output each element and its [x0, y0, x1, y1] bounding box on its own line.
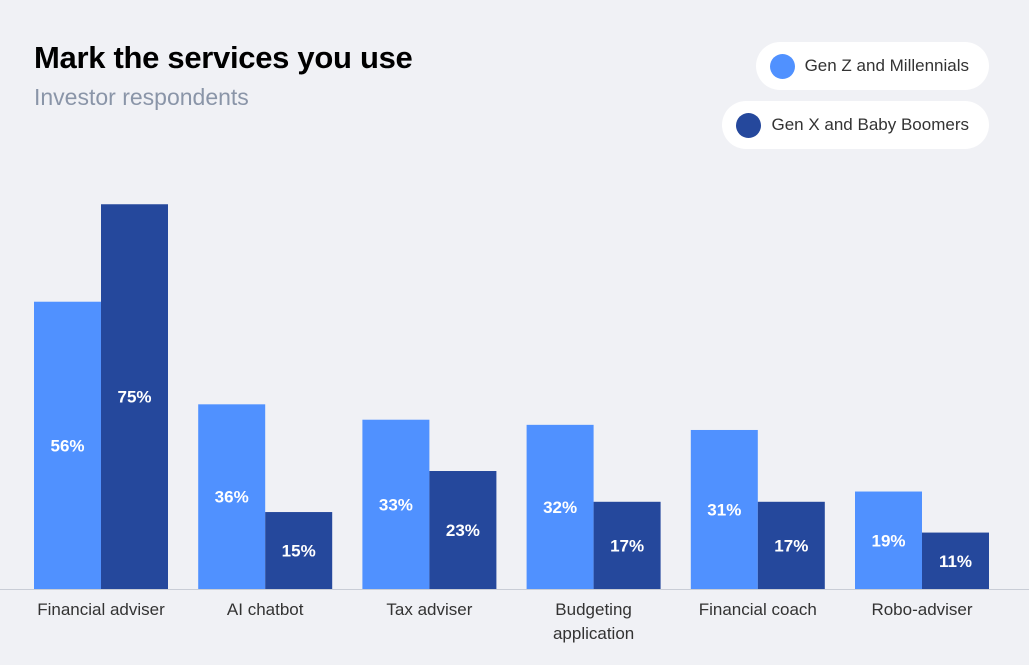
legend-swatch-gen-x-baby-boomers: [736, 112, 762, 138]
bar-label-tax-adviser-gen-x-baby-boomers: 23%: [446, 521, 480, 540]
bar-tax-adviser-gen-z-millennials: [362, 419, 430, 589]
category-label-financial-coach: Financial coach: [699, 600, 817, 619]
bar-robo-adviser-gen-x-baby-boomers: [922, 532, 989, 589]
bar-financial-coach-gen-z-millennials: [690, 429, 758, 589]
bar-financial-adviser-gen-x-baby-boomers: [101, 204, 168, 589]
bar-budgeting-application-gen-x-baby-boomers: [593, 501, 661, 589]
bar-label-ai-chatbot-gen-x-baby-boomers: 15%: [282, 542, 316, 561]
bar-financial-coach-gen-x-baby-boomers: [757, 501, 825, 589]
bar-label-tax-adviser-gen-z-millennials: 33%: [379, 495, 413, 514]
bar-label-financial-coach-gen-z-millennials: 31%: [707, 500, 741, 519]
bar-tax-adviser-gen-x-baby-boomers: [429, 471, 497, 589]
chart-subtitle: Investor respondents: [34, 84, 249, 110]
bar-label-budgeting-application-gen-z-millennials: 32%: [543, 498, 577, 517]
legend-swatch-gen-z-millennials: [769, 53, 795, 79]
bar-label-financial-adviser-gen-z-millennials: 56%: [50, 436, 84, 455]
category-label-ai-chatbot: AI chatbot: [227, 600, 304, 619]
legend-item-gen-z-millennials: Gen Z and Millennials: [755, 42, 989, 90]
bar-robo-adviser-gen-z-millennials: [855, 491, 922, 589]
bar-ai-chatbot-gen-z-millennials: [198, 404, 266, 589]
bar-label-robo-adviser-gen-z-millennials: 19%: [871, 531, 905, 550]
bar-label-robo-adviser-gen-x-baby-boomers: 11%: [939, 552, 972, 571]
bar-financial-adviser-gen-z-millennials: [34, 301, 101, 589]
bar-label-financial-coach-gen-x-baby-boomers: 17%: [774, 536, 808, 555]
legend-item-gen-x-baby-boomers: Gen X and Baby Boomers: [722, 101, 989, 149]
category-label-tax-adviser: Tax adviser: [386, 600, 472, 619]
bar-label-budgeting-application-gen-x-baby-boomers: 17%: [610, 536, 644, 555]
legend-label-gen-z-millennials: Gen Z and Millennials: [804, 56, 969, 75]
category-label-financial-adviser: Financial adviser: [37, 600, 165, 619]
legend-label-gen-x-baby-boomers: Gen X and Baby Boomers: [771, 115, 969, 134]
bar-ai-chatbot-gen-x-baby-boomers: [265, 512, 333, 589]
category-label-robo-adviser: Robo-adviser: [871, 600, 972, 619]
bar-label-financial-adviser-gen-x-baby-boomers: 75%: [117, 388, 151, 407]
bar-label-ai-chatbot-gen-z-millennials: 36%: [215, 488, 249, 507]
bar-budgeting-application-gen-z-millennials: [526, 424, 594, 589]
chart-title: Mark the services you use: [34, 40, 413, 75]
category-label-budgeting-application: Budgeting application: [553, 600, 634, 643]
